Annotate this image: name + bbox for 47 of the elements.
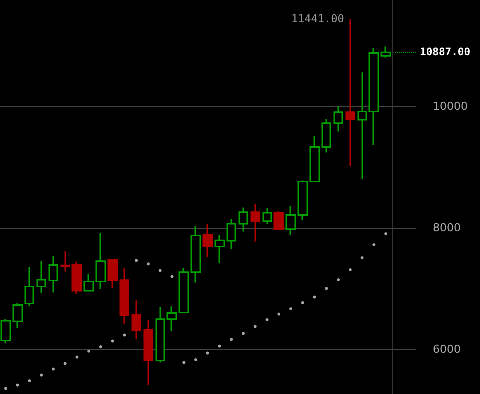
point	[206, 352, 210, 355]
candlestick	[132, 300, 142, 340]
point	[28, 380, 32, 383]
y-tick-label: 8000	[433, 221, 461, 234]
candlestick	[144, 319, 154, 386]
ref-line-label: 10887.00	[420, 46, 471, 59]
point	[182, 361, 186, 364]
candlestick	[48, 255, 58, 294]
point	[4, 387, 8, 390]
candlestick	[346, 18, 356, 168]
point	[372, 244, 376, 246]
point	[348, 268, 352, 272]
point	[123, 334, 126, 337]
point	[158, 269, 162, 272]
point	[88, 350, 91, 353]
annotation: 11441.00	[291, 12, 344, 26]
candlestick	[202, 224, 214, 258]
candlestick	[24, 266, 34, 307]
point	[40, 374, 44, 377]
point	[337, 278, 340, 282]
candlestick	[262, 208, 272, 225]
candlestick	[238, 206, 248, 232]
y-tick-label: 6000	[433, 342, 461, 356]
point	[64, 362, 67, 366]
candlestick	[334, 105, 344, 132]
point	[266, 318, 269, 322]
candlestick	[250, 203, 260, 242]
point	[76, 356, 79, 359]
point	[384, 232, 388, 236]
candlestick	[36, 260, 46, 294]
point	[135, 259, 138, 262]
point	[52, 368, 55, 371]
point	[111, 340, 114, 343]
point	[290, 307, 293, 310]
point	[254, 325, 257, 328]
point	[313, 296, 316, 299]
y-tick-label: 10000	[433, 100, 468, 113]
point	[360, 256, 364, 260]
point	[146, 262, 150, 266]
point	[16, 384, 20, 387]
point	[242, 332, 246, 336]
point	[301, 301, 304, 304]
point	[99, 346, 102, 349]
point	[194, 358, 198, 362]
point	[325, 287, 328, 290]
candlestick	[274, 210, 284, 230]
point	[230, 338, 234, 342]
